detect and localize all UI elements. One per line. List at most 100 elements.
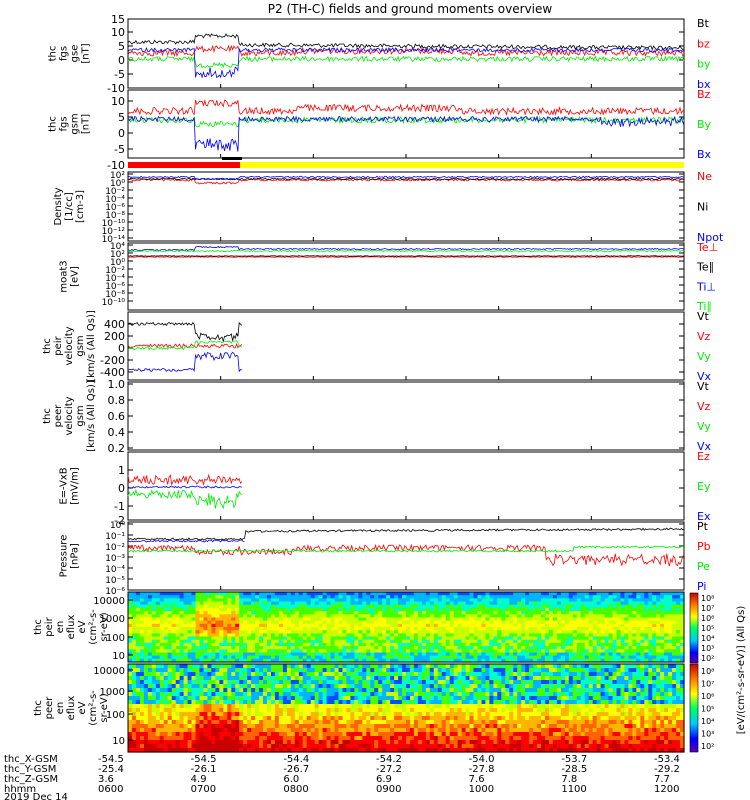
spectro-cell bbox=[592, 676, 598, 681]
spectro-cell bbox=[306, 611, 312, 615]
spectro-cell bbox=[441, 672, 447, 677]
spectro-cell bbox=[636, 684, 641, 689]
y-tick-label: 10 bbox=[111, 95, 125, 108]
spectro-cell bbox=[533, 655, 538, 660]
spectro-cell bbox=[556, 649, 562, 654]
spectro-cell bbox=[203, 655, 209, 660]
spectro-cell bbox=[580, 614, 586, 619]
spectro-cell bbox=[612, 680, 618, 685]
spectro-cell bbox=[644, 676, 649, 681]
spectro-cell bbox=[175, 617, 181, 622]
spectro-cell bbox=[274, 601, 280, 606]
spectro-cell bbox=[568, 668, 574, 673]
spectro-cell bbox=[501, 598, 506, 603]
spectro-cell bbox=[656, 668, 661, 673]
spectro-cell bbox=[128, 636, 133, 641]
spectro-cell bbox=[410, 617, 415, 622]
spectro-cell bbox=[465, 627, 471, 631]
spectro-cell bbox=[624, 592, 629, 596]
spectro-cell bbox=[128, 620, 133, 625]
spectro-cell bbox=[529, 598, 534, 603]
spectro-cell bbox=[481, 664, 487, 669]
spectro-cell bbox=[171, 688, 177, 693]
spectro-cell bbox=[429, 652, 435, 657]
spectro-cell bbox=[382, 620, 387, 625]
spectro-cell bbox=[604, 630, 610, 634]
spectro-cell bbox=[600, 607, 606, 612]
spectro-cell bbox=[461, 636, 467, 641]
spectro-cell bbox=[576, 611, 582, 615]
spectro-cell bbox=[135, 652, 141, 657]
spectro-cell bbox=[290, 649, 296, 654]
spectro-cell bbox=[227, 636, 232, 641]
spectro-cell bbox=[513, 614, 518, 619]
spectro-cell bbox=[636, 658, 641, 663]
spectro-cell bbox=[672, 601, 677, 606]
spectro-cell bbox=[477, 630, 483, 634]
spectro-cell bbox=[239, 642, 244, 647]
spectro-cell bbox=[183, 668, 189, 673]
spectro-cell bbox=[398, 692, 403, 697]
spectro-cell bbox=[640, 664, 645, 669]
spectro-cell bbox=[608, 672, 614, 677]
spectro-cell bbox=[128, 595, 133, 599]
spectro-cell bbox=[227, 639, 232, 644]
spectro-cell bbox=[608, 598, 614, 603]
legend-Vt: Vt bbox=[697, 380, 710, 393]
spectro-cell bbox=[278, 668, 284, 673]
spectro-cell bbox=[537, 649, 542, 654]
spectro-cell bbox=[370, 649, 375, 654]
spectro-cell bbox=[417, 668, 423, 673]
spectro-cell bbox=[612, 607, 618, 612]
spectro-cell bbox=[680, 630, 685, 634]
spectro-cell bbox=[183, 692, 189, 697]
spectro-cell bbox=[259, 672, 264, 677]
y-tick-label: 0.6 bbox=[108, 410, 126, 423]
spectro-cell bbox=[549, 604, 554, 609]
spectro-cell bbox=[545, 668, 550, 673]
spectro-cell bbox=[195, 649, 201, 654]
spectro-cell bbox=[374, 598, 379, 603]
spectro-cell bbox=[251, 630, 256, 634]
spectro-cell bbox=[195, 655, 201, 660]
spectro-cell bbox=[485, 623, 490, 628]
spectro-cell bbox=[541, 630, 546, 634]
spectro-cell bbox=[286, 672, 292, 677]
spectro-cell bbox=[517, 627, 522, 631]
spectro-cell bbox=[259, 664, 264, 669]
spectro-cell bbox=[354, 696, 359, 701]
spectro-cell bbox=[243, 688, 248, 693]
spectro-cell bbox=[282, 646, 288, 650]
spectro-cell bbox=[374, 604, 379, 609]
spectro-cell bbox=[572, 696, 578, 701]
legend-Vx: Vx bbox=[697, 370, 712, 383]
spectro-cell bbox=[143, 614, 149, 619]
spectro-cell bbox=[477, 684, 483, 689]
spectro-cell bbox=[263, 630, 268, 634]
spectro-cell bbox=[402, 688, 407, 693]
spectro-cell bbox=[342, 704, 348, 709]
spectro-cell bbox=[187, 672, 193, 677]
spectro-cell bbox=[406, 692, 411, 697]
spectro-cell bbox=[298, 680, 304, 685]
spectro-cell bbox=[282, 684, 288, 689]
spectro-cell bbox=[529, 688, 534, 693]
spectro-cell bbox=[545, 607, 550, 612]
spectro-cell bbox=[672, 664, 677, 669]
spectro-cell bbox=[624, 601, 629, 606]
spectro-cell bbox=[545, 658, 550, 663]
spectro-cell bbox=[505, 684, 510, 689]
spectro-cell bbox=[473, 646, 479, 650]
spectro-cell bbox=[151, 684, 157, 689]
spectro-cell bbox=[334, 692, 340, 697]
spectro-cell bbox=[227, 664, 232, 669]
spectro-cell bbox=[453, 611, 459, 615]
y-tick-label: 10⁻¹² bbox=[102, 227, 126, 237]
spectro-cell bbox=[235, 601, 240, 606]
spectro-cell bbox=[632, 620, 637, 625]
spectro-cell bbox=[572, 636, 578, 641]
spectro-cell bbox=[378, 692, 383, 697]
spectro-cell bbox=[235, 633, 240, 638]
spectro-cell bbox=[211, 688, 216, 693]
spectro-cell bbox=[644, 655, 649, 660]
